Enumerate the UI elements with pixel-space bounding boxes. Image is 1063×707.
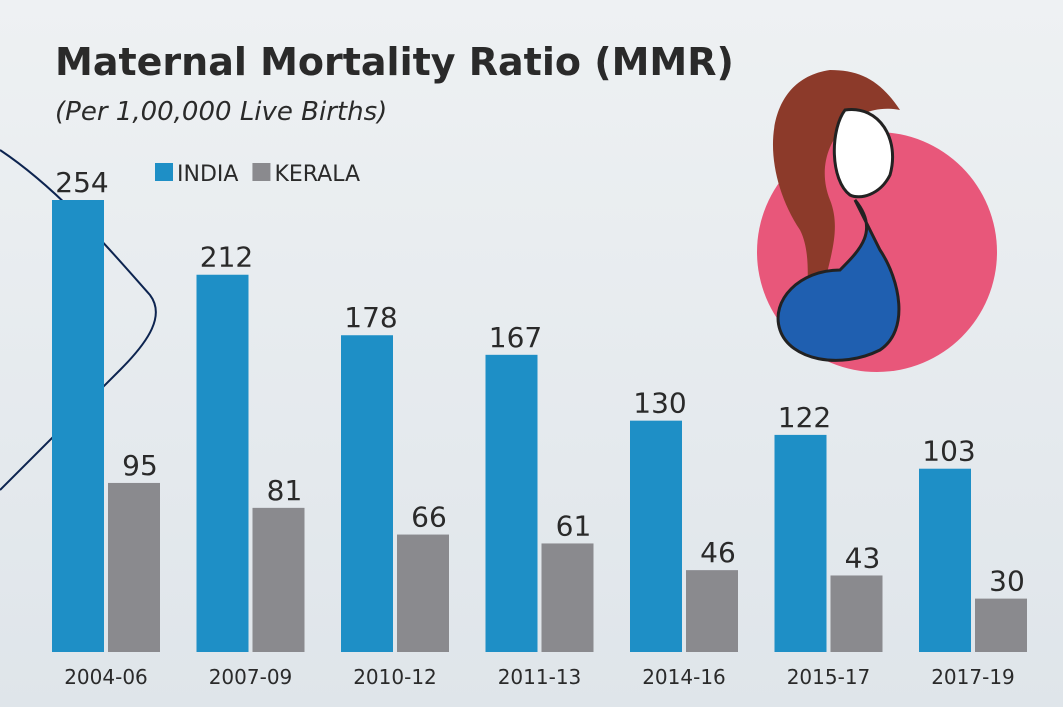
x-tick-label: 2017-19 <box>931 665 1015 689</box>
chart-subtitle: (Per 1,00,000 Live Births) <box>55 97 387 127</box>
bar <box>919 469 971 652</box>
value-label: 254 <box>55 166 108 199</box>
value-label: 122 <box>778 401 831 434</box>
x-tick-label: 2010-12 <box>353 665 437 689</box>
bar <box>397 535 449 652</box>
value-label: 103 <box>922 435 975 468</box>
legend-swatch <box>155 163 173 181</box>
bar <box>975 599 1027 652</box>
bar <box>52 200 104 652</box>
bar <box>486 355 538 652</box>
legend-label: INDIA <box>177 162 238 187</box>
x-tick-label: 2011-13 <box>498 665 582 689</box>
bar <box>197 275 249 652</box>
x-tick-label: 2014-16 <box>642 665 726 689</box>
legend-swatch <box>252 163 270 181</box>
bar <box>775 435 827 652</box>
legend-label: KERALA <box>274 162 360 187</box>
bar <box>686 570 738 652</box>
bar <box>108 483 160 652</box>
value-label: 43 <box>845 541 881 574</box>
chart-title: Maternal Mortality Ratio (MMR) <box>55 40 734 84</box>
value-label: 130 <box>633 387 686 420</box>
value-label: 178 <box>344 301 397 334</box>
chart: Maternal Mortality Ratio (MMR) (Per 1,00… <box>0 0 1063 707</box>
value-label: 95 <box>122 449 158 482</box>
value-label: 46 <box>700 536 736 569</box>
bar <box>341 335 393 652</box>
bar <box>630 421 682 652</box>
value-label: 167 <box>489 321 542 354</box>
page: Maternal Mortality Ratio (MMR) (Per 1,00… <box>0 0 1063 707</box>
value-label: 61 <box>556 509 592 542</box>
value-label: 66 <box>411 501 447 534</box>
value-label: 212 <box>200 241 253 274</box>
x-tick-label: 2004-06 <box>64 665 148 689</box>
x-tick-label: 2015-17 <box>787 665 871 689</box>
bar <box>253 508 305 652</box>
bar <box>542 543 594 652</box>
value-label: 30 <box>989 565 1025 598</box>
x-tick-label: 2007-09 <box>209 665 293 689</box>
value-label: 81 <box>267 474 303 507</box>
bar <box>831 575 883 652</box>
